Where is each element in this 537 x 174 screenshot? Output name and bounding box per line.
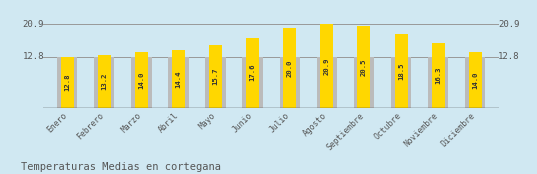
Text: 20.9: 20.9: [498, 20, 520, 29]
Text: Octubre: Octubre: [373, 111, 403, 142]
Bar: [246, 38, 259, 108]
Bar: [57, 57, 77, 108]
Text: 20.5: 20.5: [361, 58, 367, 76]
Bar: [94, 57, 114, 108]
Text: 15.7: 15.7: [213, 68, 219, 85]
Text: Julio: Julio: [268, 111, 292, 135]
Bar: [98, 55, 111, 108]
Text: 20.9: 20.9: [324, 57, 330, 75]
Text: Noviembre: Noviembre: [403, 111, 440, 148]
Text: 13.2: 13.2: [101, 73, 107, 90]
Text: Mayo: Mayo: [197, 111, 217, 131]
Text: Febrero: Febrero: [76, 111, 106, 142]
Text: Agosto: Agosto: [302, 111, 329, 138]
Bar: [205, 57, 226, 108]
Text: 14.4: 14.4: [176, 70, 182, 88]
Text: Marzo: Marzo: [120, 111, 143, 135]
Text: Junio: Junio: [231, 111, 255, 135]
Bar: [172, 50, 185, 108]
Bar: [135, 52, 148, 108]
Bar: [465, 57, 485, 108]
Bar: [395, 34, 408, 108]
Bar: [242, 57, 263, 108]
Bar: [61, 57, 74, 108]
Bar: [469, 52, 482, 108]
Bar: [321, 24, 333, 108]
Text: 16.3: 16.3: [435, 66, 441, 84]
Text: 20.9: 20.9: [23, 20, 44, 29]
Text: 20.0: 20.0: [287, 59, 293, 77]
Text: Septiembre: Septiembre: [325, 111, 366, 152]
Text: Diciembre: Diciembre: [440, 111, 477, 148]
Text: Temperaturas Medias en cortegana: Temperaturas Medias en cortegana: [21, 162, 221, 172]
Bar: [358, 26, 371, 108]
Bar: [317, 57, 337, 108]
Bar: [354, 57, 374, 108]
Text: Abril: Abril: [157, 111, 180, 135]
Bar: [280, 57, 300, 108]
Text: 12.8: 12.8: [498, 52, 520, 61]
Text: 12.8: 12.8: [23, 52, 44, 61]
Text: 12.8: 12.8: [64, 74, 70, 91]
Bar: [391, 57, 411, 108]
Bar: [283, 28, 296, 108]
Bar: [168, 57, 188, 108]
Text: 18.5: 18.5: [398, 62, 404, 80]
Text: 14.0: 14.0: [139, 71, 144, 89]
Text: 17.6: 17.6: [250, 64, 256, 81]
Bar: [428, 57, 448, 108]
Bar: [432, 43, 445, 108]
Text: Enero: Enero: [45, 111, 69, 135]
Text: 14.0: 14.0: [472, 71, 478, 89]
Bar: [209, 45, 222, 108]
Bar: [131, 57, 151, 108]
